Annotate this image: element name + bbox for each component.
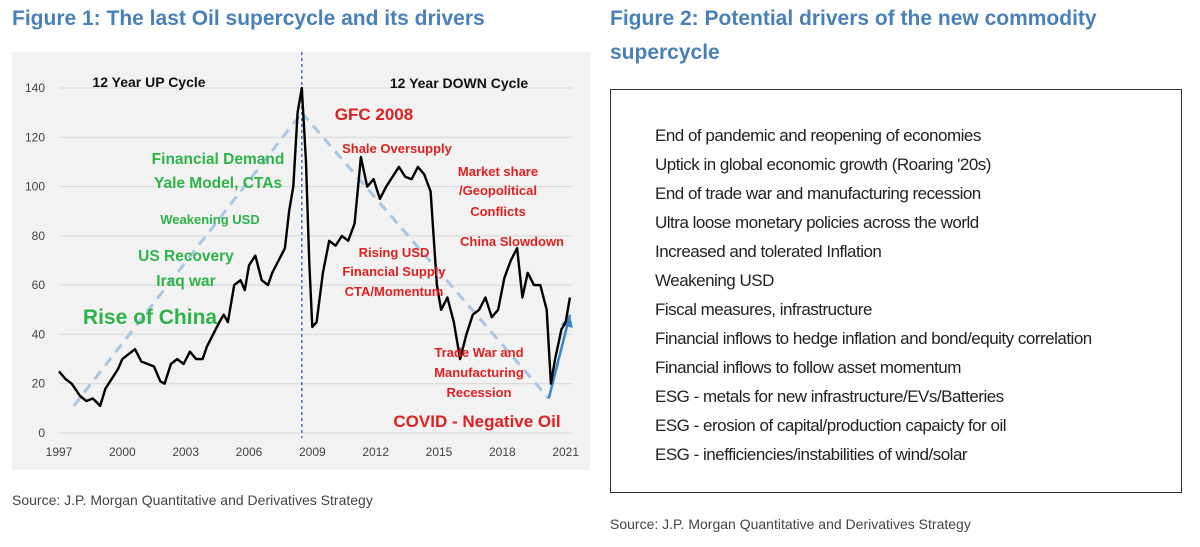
x-tick-label: 2021: [552, 445, 579, 459]
x-tick-label: 2000: [109, 445, 136, 459]
driver-item: Financial inflows to hedge inflation and…: [655, 329, 1092, 348]
oil-price-chart: 0 20 40 60 80 100 120 140 1997 2000 2003 2006 2009 20…: [25, 52, 579, 459]
annotation-label: Trade War and: [434, 345, 523, 360]
y-tick-label: 80: [32, 229, 46, 243]
annotation-label: Yale Model, CTAs: [154, 175, 282, 192]
figure1-source: Source: J.P. Morgan Quantitative and Der…: [12, 492, 373, 508]
up-trend-line: [72, 111, 303, 407]
driver-item: ESG - erosion of capital/production capa…: [655, 416, 1007, 435]
grid: [59, 87, 572, 434]
annotation-label: 12 Year DOWN Cycle: [390, 75, 528, 91]
annotation-label: Recession: [446, 385, 511, 400]
annotation-label: Financial Demand: [152, 151, 285, 168]
x-tick-label: 2009: [299, 445, 326, 459]
driver-item: ESG - metals for new infrastructure/EVs/…: [655, 387, 1004, 406]
annotation-label: COVID - Negative Oil: [393, 412, 560, 431]
annotation-label: Conflicts: [470, 204, 526, 219]
drivers-list: End of pandemic and reopening of economi…: [655, 121, 1092, 469]
x-tick-label: 2012: [362, 445, 389, 459]
driver-item: End of trade war and manufacturing reces…: [655, 184, 981, 203]
figure1-title: Figure 1: The last Oil supercycle and it…: [12, 7, 485, 30]
driver-item: Increased and tolerated Inflation: [655, 242, 882, 261]
annotation-label: /Geopolitical: [459, 183, 537, 198]
annotations: 12 Year UP Cycle 12 Year DOWN Cycle GFC 20…: [83, 74, 564, 431]
driver-item: ESG - inefficiencies/instabilities of wi…: [655, 445, 968, 464]
x-tick-label: 1997: [46, 445, 73, 459]
driver-item: Uptick in global economic growth (Roarin…: [655, 155, 991, 174]
annotation-label: Shale Oversupply: [342, 141, 453, 156]
oil-chart-panel: 0 20 40 60 80 100 120 140 1997 2000 2003 2006 2009 20…: [12, 52, 590, 470]
driver-item: Ultra loose monetary policies across the…: [655, 213, 979, 232]
annotation-label: GFC 2008: [335, 105, 413, 124]
driver-item: Financial inflows to follow asset moment…: [655, 358, 961, 377]
annotation-label: Market share: [458, 164, 538, 179]
annotation-label: 12 Year UP Cycle: [92, 74, 205, 90]
y-tick-label: 40: [32, 327, 46, 341]
driver-item: End of pandemic and reopening of economi…: [655, 126, 981, 145]
figure2-title: Figure 2: Potential drivers of the new c…: [610, 7, 1097, 64]
driver-item: Weakening USD: [655, 271, 774, 290]
annotation-label: Rising USD: [359, 245, 430, 260]
annotation-label: CTA/Momentum: [345, 284, 444, 299]
recovery-arrow: [547, 314, 572, 399]
series-layer: [58, 86, 572, 408]
figure2-source: Source: J.P. Morgan Quantitative and Der…: [610, 516, 971, 532]
driver-item: Fiscal measures, infrastructure: [655, 300, 872, 319]
y-tick-label: 20: [32, 377, 46, 391]
annotation-label: Rise of China: [83, 306, 218, 329]
annotation-label: China Slowdown: [460, 234, 564, 249]
x-tick-label: 2018: [489, 445, 516, 459]
annotation-label: US Recovery: [138, 248, 234, 265]
annotation-label: Weakening USD: [160, 212, 259, 227]
axis-ticks: 0 20 40 60 80 100 120 140 1997 2000 2003 2006 2009 20…: [25, 81, 579, 459]
annotation-label: Iraq war: [156, 273, 215, 290]
oil-price-line: [58, 86, 572, 408]
drivers-box: End of pandemic and reopening of economi…: [610, 89, 1182, 493]
y-tick-label: 120: [25, 130, 45, 144]
x-tick-label: 2003: [172, 445, 199, 459]
down-trend-line: [300, 111, 550, 400]
y-tick-label: 60: [32, 278, 46, 292]
x-tick-label: 2006: [236, 445, 263, 459]
annotation-label: Manufacturing: [434, 365, 524, 380]
annotation-label: Financial Supply: [342, 264, 446, 279]
y-tick-label: 140: [25, 81, 45, 95]
x-tick-label: 2015: [426, 445, 453, 459]
y-tick-label: 100: [25, 180, 45, 194]
y-tick-label: 0: [38, 426, 45, 440]
